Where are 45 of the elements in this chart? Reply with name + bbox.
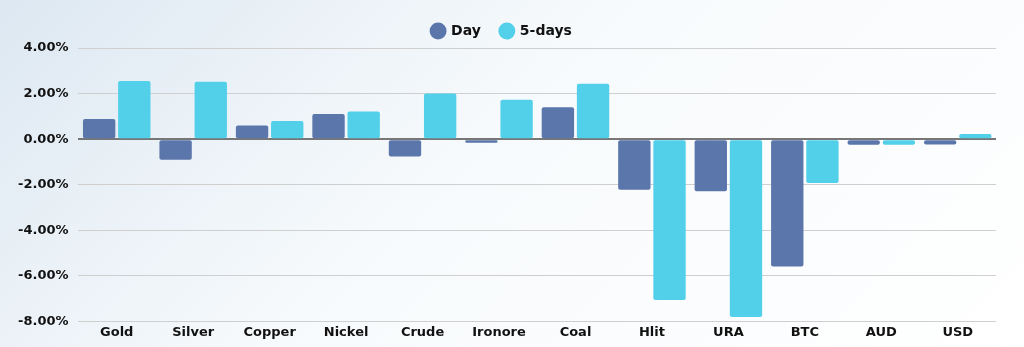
bar bbox=[924, 140, 957, 145]
bar bbox=[653, 140, 686, 300]
x-tick-label: Nickel bbox=[323, 323, 369, 339]
bar bbox=[347, 111, 380, 139]
bar bbox=[806, 140, 839, 183]
bar bbox=[882, 140, 916, 145]
bar bbox=[847, 140, 880, 145]
x-tick-label: AUD bbox=[865, 323, 898, 339]
bar bbox=[423, 93, 457, 139]
bar bbox=[82, 119, 116, 139]
x-tick-label: USD bbox=[942, 323, 974, 339]
x-tick-label: Coal bbox=[559, 323, 592, 339]
y-tick-label: -8.00% bbox=[18, 312, 69, 328]
y-tick-label: -6.00% bbox=[18, 267, 69, 283]
bar bbox=[541, 107, 575, 139]
bar bbox=[729, 140, 763, 318]
legend-label: Day bbox=[451, 21, 481, 38]
y-tick-label: -2.00% bbox=[18, 176, 69, 192]
x-tick-label: Copper bbox=[243, 323, 297, 339]
bar bbox=[771, 140, 804, 267]
bar bbox=[159, 140, 192, 160]
y-tick-label: -4.00% bbox=[18, 221, 69, 237]
bar bbox=[118, 81, 151, 139]
bar bbox=[694, 140, 727, 192]
bar bbox=[194, 81, 227, 139]
bar bbox=[388, 140, 422, 157]
y-tick-label: 4.00% bbox=[23, 39, 69, 55]
x-tick-label: Silver bbox=[172, 323, 215, 339]
bar bbox=[959, 134, 992, 139]
y-tick-label: 0.00% bbox=[23, 130, 69, 146]
bar bbox=[500, 99, 533, 139]
y-tick-label: 2.00% bbox=[23, 84, 69, 100]
x-tick-label: Crude bbox=[400, 323, 445, 339]
bar bbox=[235, 125, 269, 139]
x-tick-label: BTC bbox=[790, 323, 820, 339]
x-tick-label: URA bbox=[713, 323, 744, 339]
legend-label: 5-days bbox=[519, 21, 572, 38]
bar bbox=[271, 120, 304, 139]
bar bbox=[618, 140, 651, 190]
x-tick-label: Gold bbox=[100, 323, 134, 339]
x-tick-label: Hlit bbox=[638, 323, 665, 339]
bar bbox=[465, 140, 498, 143]
bar bbox=[576, 83, 610, 139]
x-tick-label: Ironore bbox=[472, 323, 526, 339]
bar bbox=[312, 114, 345, 139]
